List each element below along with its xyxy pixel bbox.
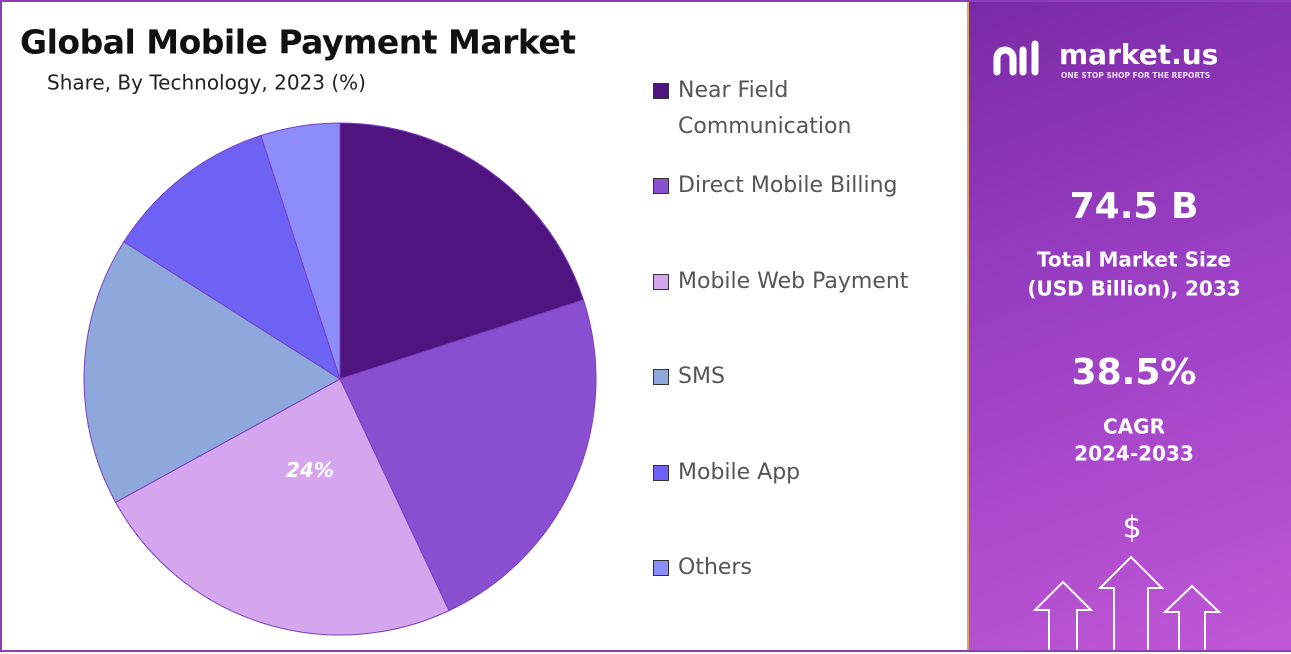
market-size-label: Total Market Size	[1037, 248, 1231, 272]
legend-label: Direct Mobile Billing	[678, 173, 898, 199]
pie-slice	[339, 299, 597, 612]
brand-name: market.us	[1059, 38, 1218, 71]
legend-item: Mobile Web Payment	[653, 264, 928, 300]
legend-label: Others	[678, 555, 752, 580]
brand-logo	[993, 40, 1039, 76]
arrow	[1097, 555, 1165, 650]
pie-slice	[260, 122, 341, 380]
data-label: 24%	[286, 458, 334, 482]
market-size-label: (USD Billion), 2033	[1027, 277, 1240, 301]
legend-item: SMS	[653, 359, 928, 395]
chart-title: Global Mobile Payment Market	[20, 23, 576, 62]
cagr-label: 2024-2033	[1074, 442, 1194, 466]
legend-item: Mobile App	[653, 455, 928, 491]
logo-arc	[993, 46, 1017, 76]
pie-slice	[339, 122, 585, 380]
pie-slice	[123, 134, 341, 381]
legend-swatch	[653, 83, 669, 99]
arrows-decoration	[1032, 555, 1222, 650]
cagr-label: CAGR	[1103, 415, 1165, 439]
currency-icon: $	[1122, 511, 1141, 546]
pie-slice	[83, 241, 341, 504]
arrow	[1032, 580, 1094, 650]
pie-slice	[114, 378, 450, 636]
legend-swatch	[653, 273, 669, 290]
legend-label: Near Field Communication	[678, 78, 852, 139]
chart: Global Mobile Payment Market Share, By T…	[20, 23, 597, 636]
info-graphic: market.us ONE STOP SHOP FOR THE REPORTS …	[993, 38, 1241, 650]
legend-item: Others	[653, 550, 928, 586]
legend-swatch	[653, 464, 669, 481]
legend-swatch	[653, 178, 669, 195]
info-panel: market.us ONE STOP SHOP FOR THE REPORTS …	[967, 2, 1291, 650]
legend-item: Near Field Communication	[653, 73, 928, 145]
legend-item: Direct Mobile Billing	[653, 168, 928, 204]
legend-label: SMS	[678, 364, 725, 390]
legend-swatch	[653, 369, 669, 386]
chart-subtitle: Share, By Technology, 2023 (%)	[47, 71, 366, 95]
legend-swatch	[653, 560, 669, 576]
legend-label: Mobile Web Payment	[678, 268, 909, 294]
brand-tagline: ONE STOP SHOP FOR THE REPORTS	[1061, 71, 1210, 80]
legend-label: Mobile App	[678, 459, 801, 485]
arrow	[1162, 584, 1222, 650]
cagr-value: 38.5%	[1072, 352, 1197, 393]
market-size: 74.5 B	[1070, 186, 1199, 227]
